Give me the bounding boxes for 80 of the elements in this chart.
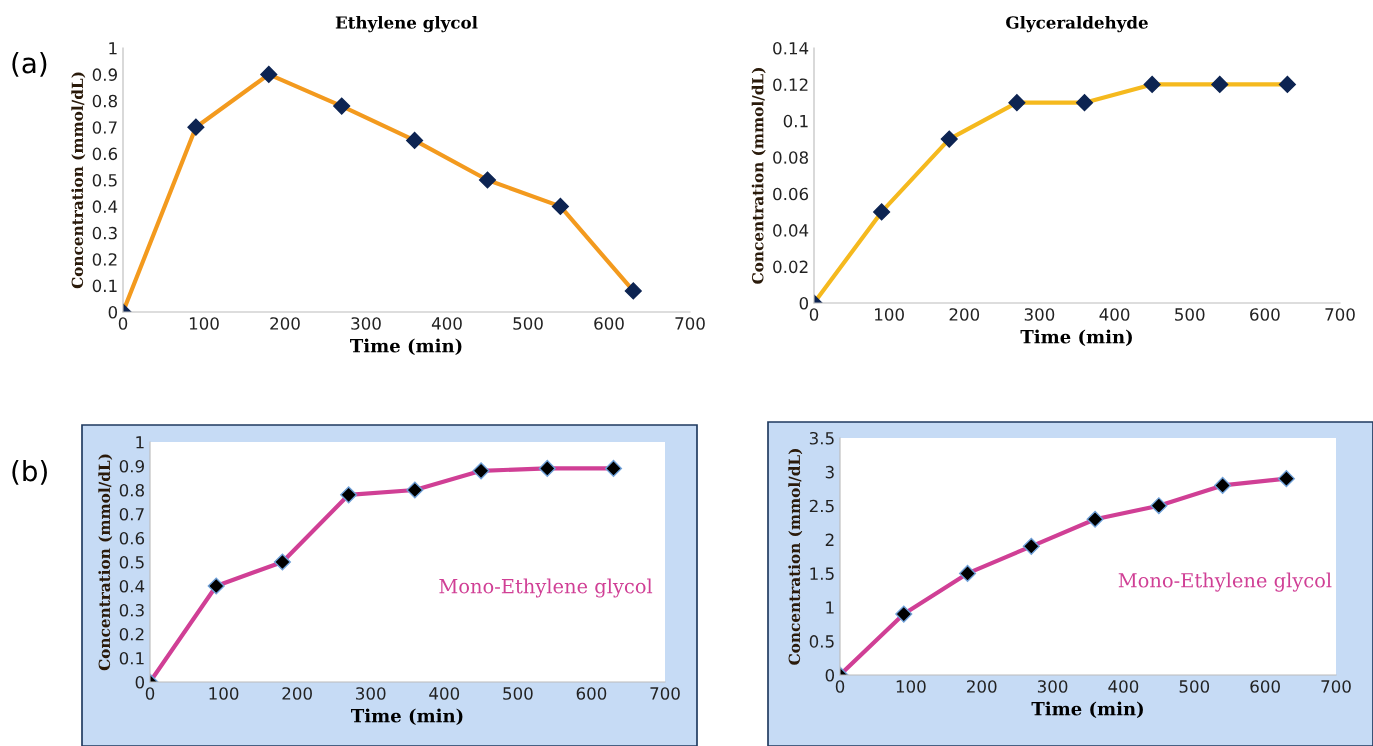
x-tick-label: 400 <box>431 317 462 330</box>
y-tick-label: 0.2 <box>92 253 117 266</box>
x-tick-label: 500 <box>1175 308 1205 321</box>
y-tick-label: 0.6 <box>92 147 118 161</box>
y-tick-label: 0.14 <box>773 41 809 55</box>
x-tick-label: 400 <box>429 687 460 700</box>
y-tick-label: 0.8 <box>119 483 144 497</box>
y-tick-label: 0.5 <box>809 635 834 648</box>
y-tick-label: 0.02 <box>773 260 808 274</box>
y-tick-label: 0.04 <box>773 224 809 237</box>
y-tick-label: 1 <box>136 436 144 449</box>
text: (a) <box>12 52 47 77</box>
y-tick-label: 1 <box>109 42 117 55</box>
x-axis-title: Time (min) <box>351 708 463 726</box>
x-tick-label: 100 <box>896 680 926 693</box>
x-axis-title: Time (min) <box>350 338 462 356</box>
x-tick-label: 300 <box>351 317 381 330</box>
annotation: Mono-Ethylene glycol <box>1118 572 1332 592</box>
y-tick-label: 0.7 <box>92 121 117 134</box>
y-axis-title: Concentration (mmol/dL) <box>751 68 766 284</box>
x-tick-label: 200 <box>949 308 980 321</box>
x-tick-label: 300 <box>1037 680 1068 693</box>
x-tick-label: 0 <box>835 680 845 693</box>
x-tick-label: 700 <box>1325 308 1355 321</box>
x-axis-title: Time (min) <box>1020 329 1132 347</box>
y-tick-label: 3.5 <box>809 431 834 445</box>
y-tick-label: 0.3 <box>92 226 117 240</box>
x-tick-label: 200 <box>270 317 300 330</box>
y-tick-label: 1.5 <box>810 567 834 580</box>
x-tick-label: 400 <box>1108 680 1139 693</box>
chart-title: Ethylene glycol <box>335 15 478 33</box>
x-tick-label: 300 <box>1024 308 1055 321</box>
x-tick-label: 100 <box>875 308 904 321</box>
x-tick-label: 300 <box>356 687 386 700</box>
x-tick-label: 500 <box>513 317 543 330</box>
x-tick-label: 500 <box>503 687 533 700</box>
x-tick-label: 600 <box>576 687 607 700</box>
x-tick-label: 600 <box>594 317 624 330</box>
y-tick-label: 0.4 <box>119 579 145 593</box>
y-tick-label: 0.1 <box>119 651 144 665</box>
x-tick-label: 0 <box>145 687 155 700</box>
y-tick-label: 0.12 <box>773 78 808 91</box>
x-tick-label: 200 <box>282 687 312 700</box>
y-tick-label: 0.7 <box>119 507 144 521</box>
x-tick-label: 700 <box>675 317 705 330</box>
y-tick-label: 0.2 <box>119 627 144 641</box>
x-tick-label: 700 <box>1321 680 1351 693</box>
y-tick-label: 0.3 <box>119 603 144 617</box>
y-tick-label: 0.08 <box>773 151 808 164</box>
text: (b) <box>12 460 47 485</box>
y-tick-label: 1 <box>826 601 834 614</box>
x-tick-label: 700 <box>650 687 680 700</box>
x-tick-label: 100 <box>189 317 219 330</box>
y-axis-title: Concentration (mmol/dL) <box>788 449 803 665</box>
x-tick-label: 100 <box>209 687 239 700</box>
y-tick-label: 0 <box>799 296 809 310</box>
y-tick-label: 0.4 <box>92 200 118 213</box>
y-tick-label: 0.6 <box>119 531 145 545</box>
y-tick-label: 0.8 <box>92 94 117 108</box>
y-tick-label: 0.1 <box>783 114 808 128</box>
y-tick-label: 0.5 <box>119 555 144 569</box>
y-axis-title: Concentration (mmol/dL) <box>98 454 113 671</box>
x-tick-label: 500 <box>1179 680 1210 693</box>
x-tick-label: 600 <box>1250 308 1280 321</box>
x-tick-label: 400 <box>1099 308 1130 321</box>
y-tick-label: 0.9 <box>92 68 117 81</box>
y-tick-label: 3 <box>825 465 834 479</box>
y-tick-label: 0.06 <box>773 187 809 201</box>
y-tick-label: 2.5 <box>809 499 834 513</box>
annotation: Mono-Ethylene glycol <box>439 578 653 598</box>
y-tick-label: 0.9 <box>119 459 144 473</box>
y-axis-title: Concentration (mmol/dL) <box>71 72 86 289</box>
x-tick-label: 600 <box>1250 680 1280 693</box>
y-tick-label: 2 <box>825 533 834 546</box>
y-tick-label: 0 <box>825 668 835 682</box>
x-axis-title: Time (min) <box>1031 701 1143 719</box>
y-tick-label: 0.5 <box>92 173 117 187</box>
y-tick-label: 0.1 <box>92 279 117 293</box>
chart-title: Glyceraldehyde <box>1006 15 1148 33</box>
x-tick-label: 200 <box>967 680 997 693</box>
